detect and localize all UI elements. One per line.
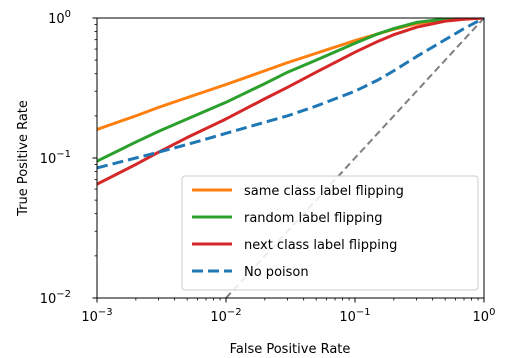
x-tick-label: 10−2: [210, 307, 241, 325]
legend-label: random label flipping: [244, 211, 383, 226]
legend-label: same class label flipping: [244, 184, 404, 199]
legend-label: No poison: [244, 265, 309, 280]
legend: same class label flipping random label fl…: [181, 175, 479, 291]
y-tick-label: 100: [48, 9, 71, 27]
legend-label: next class label flipping: [244, 238, 397, 253]
axes-layer: 10−3 10−2 10−1 100 10−2 10−1 100: [40, 9, 496, 325]
legend-box: [181, 175, 479, 291]
x-tick-label: 10−3: [81, 307, 112, 325]
series-line-no-poison: [97, 18, 484, 170]
y-axis-label: True Positive Rate: [16, 100, 31, 217]
random-classifier-diagonal: [225, 18, 484, 298]
x-tick-label: 10−1: [339, 307, 370, 325]
series-layer: [97, 18, 484, 186]
y-tick-label: 10−2: [40, 289, 71, 307]
series-line-next-class-label-flipping: [97, 18, 484, 186]
x-tick-label: 100: [473, 307, 496, 325]
diagonal-layer: [225, 18, 484, 298]
y-tick-label: 10−1: [40, 149, 71, 167]
x-axis-label: False Positive Rate: [230, 342, 351, 357]
series-line-random-label-flipping: [97, 18, 484, 163]
